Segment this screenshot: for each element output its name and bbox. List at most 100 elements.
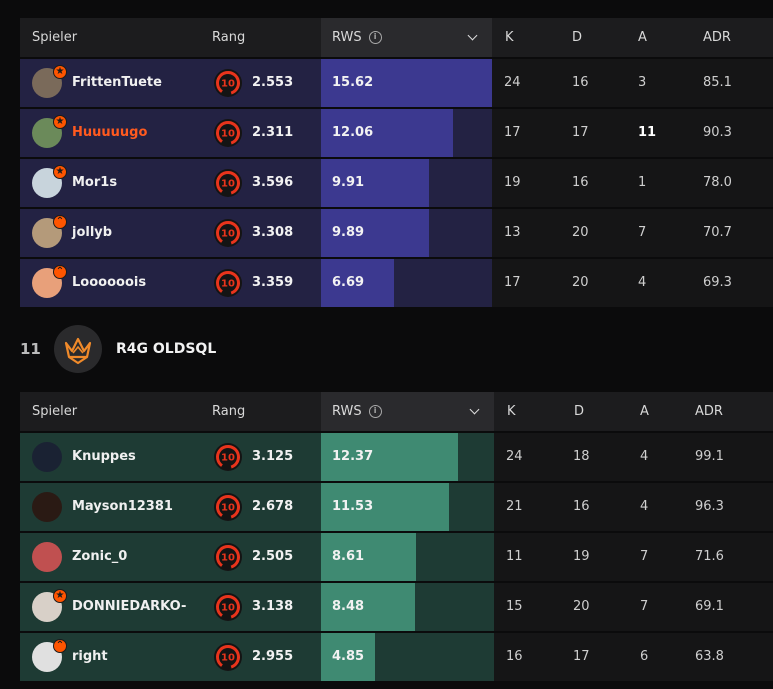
header-player[interactable]: Spieler — [32, 404, 78, 419]
player-elo: 3.359 — [252, 275, 294, 290]
chevron-down-icon[interactable] — [469, 404, 480, 415]
player-row[interactable]: ★ Mor1s 10 3.596 9.91 19 16 1 78.0 — [20, 159, 773, 207]
player-name[interactable]: Huuuuugo — [72, 125, 148, 140]
player-name[interactable]: Zonic_0 — [72, 549, 128, 564]
player-row[interactable]: Mayson12381 10 2.678 11.53 21 16 4 96.3 — [20, 483, 773, 531]
star-badge-icon: ★ — [53, 589, 67, 603]
header-rank[interactable]: Rang — [212, 404, 246, 419]
player-assists: 4 — [640, 499, 649, 514]
header-adr[interactable]: ADR — [695, 404, 723, 419]
skill-level-text: 10 — [221, 79, 235, 90]
player-row[interactable]: ⌃ right 10 2.955 4.85 16 17 6 63.8 — [20, 633, 773, 681]
header-player[interactable]: Spieler — [32, 30, 78, 45]
player-assists: 7 — [640, 599, 649, 614]
star-badge-icon: ★ — [53, 115, 67, 129]
skill-level-icon: 10 — [214, 169, 242, 197]
skill-level-text: 10 — [221, 653, 235, 664]
header-adr[interactable]: ADR — [703, 30, 731, 45]
player-name[interactable]: right — [72, 649, 108, 664]
player-row[interactable]: ⌃ jollyb 10 3.308 9.89 13 20 7 70.7 — [20, 209, 773, 257]
skill-level-icon: 10 — [214, 543, 242, 571]
header-rank[interactable]: Rang — [212, 30, 246, 45]
player-assists: 4 — [638, 275, 647, 290]
header-rws-sort[interactable]: RWS i — [321, 18, 492, 57]
player-row[interactable]: ★ FrittenTuete 10 2.553 15.62 24 16 3 85.1 — [20, 59, 773, 107]
rws-bar — [321, 433, 458, 481]
skill-level-icon: 10 — [214, 69, 242, 97]
chevron-badge-icon: ⌃ — [53, 639, 67, 653]
header-k[interactable]: K — [507, 404, 516, 419]
skill-level: 10 — [213, 492, 243, 522]
player-main — [20, 259, 492, 307]
player-name[interactable]: Mor1s — [72, 175, 118, 190]
info-icon[interactable]: i — [368, 31, 382, 44]
player-adr: 69.3 — [703, 275, 732, 290]
skill-level-icon: 10 — [214, 219, 242, 247]
header-d[interactable]: D — [574, 404, 585, 419]
skill-level: 10 — [213, 218, 243, 248]
player-name[interactable]: DONNIEDARKO- — [72, 599, 187, 614]
player-name[interactable]: Knuppes — [72, 449, 136, 464]
player-deaths: 17 — [573, 649, 590, 664]
header-k[interactable]: K — [505, 30, 514, 45]
player-row[interactable]: ⌃ Loooooois 10 3.359 6.69 17 20 4 69.3 — [20, 259, 773, 307]
skill-level-text: 10 — [221, 453, 235, 464]
player-assists: 1 — [638, 175, 647, 190]
player-deaths: 16 — [572, 175, 589, 190]
player-name[interactable]: Loooooois — [72, 275, 147, 290]
player-stats — [492, 109, 773, 157]
header-d[interactable]: D — [572, 30, 583, 45]
player-assists: 7 — [638, 225, 647, 240]
header-rws: RWS — [332, 404, 362, 419]
header-rws: RWS — [332, 30, 362, 45]
player-elo: 2.678 — [252, 499, 294, 514]
info-icon[interactable]: i — [368, 405, 382, 418]
player-name[interactable]: Mayson12381 — [72, 499, 173, 514]
player-stats — [492, 209, 773, 257]
player-row[interactable]: Zonic_0 10 2.505 8.61 11 19 7 71.6 — [20, 533, 773, 581]
player-adr: 99.1 — [695, 449, 724, 464]
skill-level-text: 10 — [221, 603, 235, 614]
chevron-badge-icon: ⌃ — [53, 215, 67, 229]
player-deaths: 16 — [572, 75, 589, 90]
player-elo: 3.125 — [252, 449, 294, 464]
team-rank: 11 — [20, 340, 41, 358]
rws-bar — [321, 109, 453, 157]
chevron-down-icon[interactable] — [467, 30, 478, 41]
player-rws: 8.61 — [332, 549, 365, 564]
player-row[interactable]: ★ Huuuuugo 10 2.311 12.06 17 17 11 90.3 — [20, 109, 773, 157]
player-adr: 70.7 — [703, 225, 732, 240]
player-stats — [494, 583, 773, 631]
team-logo[interactable] — [54, 325, 102, 373]
rws-bar — [321, 209, 429, 257]
player-name[interactable]: FrittenTuete — [72, 75, 162, 90]
skill-level-icon: 10 — [214, 443, 242, 471]
rws-bar — [321, 483, 449, 531]
player-name[interactable]: jollyb — [72, 225, 113, 240]
player-assists: 7 — [640, 549, 649, 564]
player-rws: 9.91 — [332, 175, 365, 190]
player-kills: 16 — [506, 649, 523, 664]
skill-level: 10 — [213, 168, 243, 198]
avatar[interactable] — [32, 442, 62, 472]
header-a[interactable]: A — [640, 404, 649, 419]
player-deaths: 18 — [573, 449, 590, 464]
skill-level: 10 — [213, 68, 243, 98]
player-row[interactable]: ★ DONNIEDARKO- 10 3.138 8.48 15 20 7 69.1 — [20, 583, 773, 631]
player-elo: 3.138 — [252, 599, 294, 614]
player-stats — [494, 633, 773, 681]
player-row[interactable]: Knuppes 10 3.125 12.37 24 18 4 99.1 — [20, 433, 773, 481]
player-stats — [494, 533, 773, 581]
player-stats — [494, 433, 773, 481]
header-rws-sort[interactable]: RWS i — [321, 392, 494, 431]
avatar[interactable] — [32, 542, 62, 572]
team-name[interactable]: R4G OLDSQL — [116, 341, 217, 357]
player-main — [20, 583, 494, 631]
avatar[interactable] — [32, 492, 62, 522]
player-kills: 24 — [504, 75, 521, 90]
player-stats — [492, 59, 773, 107]
header-a[interactable]: A — [638, 30, 647, 45]
skill-level: 10 — [213, 118, 243, 148]
player-stats — [492, 259, 773, 307]
player-rws: 6.69 — [332, 275, 365, 290]
